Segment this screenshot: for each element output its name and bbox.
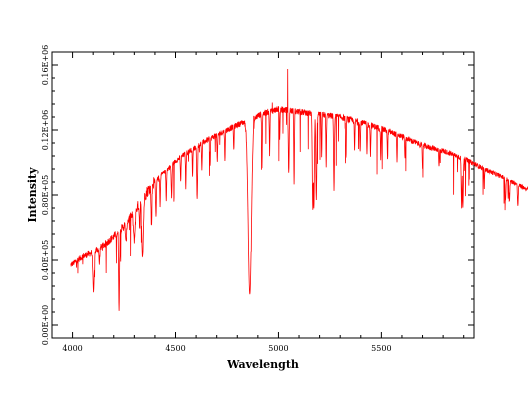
plot-area bbox=[70, 68, 528, 311]
x-axis-ticks: 4000 4500 5000 5500 bbox=[51, 52, 465, 353]
y-tick-label: 0.00E+00 bbox=[41, 305, 50, 346]
x-tick-label: 4500 bbox=[165, 344, 185, 353]
y-axis-ticks: 0.00E+00 0.40E+05 0.80E+05 0.12E+06 0.16E+06 bbox=[41, 45, 474, 346]
x-tick-label: 5000 bbox=[268, 344, 288, 353]
y-axis-label: Intensity bbox=[26, 167, 39, 223]
x-tick-label: 5500 bbox=[371, 344, 391, 353]
x-tick-label: 4000 bbox=[62, 344, 82, 353]
plot-frame bbox=[51, 51, 475, 339]
y-tick-label: 0.16E+06 bbox=[41, 45, 50, 86]
y-tick-label: 0.80E+05 bbox=[41, 175, 50, 216]
x-axis-label: Wavelength bbox=[226, 358, 299, 371]
y-tick-label: 0.40E+05 bbox=[41, 240, 50, 281]
y-tick-label: 0.12E+06 bbox=[41, 110, 50, 151]
spectrum-line bbox=[70, 68, 528, 311]
